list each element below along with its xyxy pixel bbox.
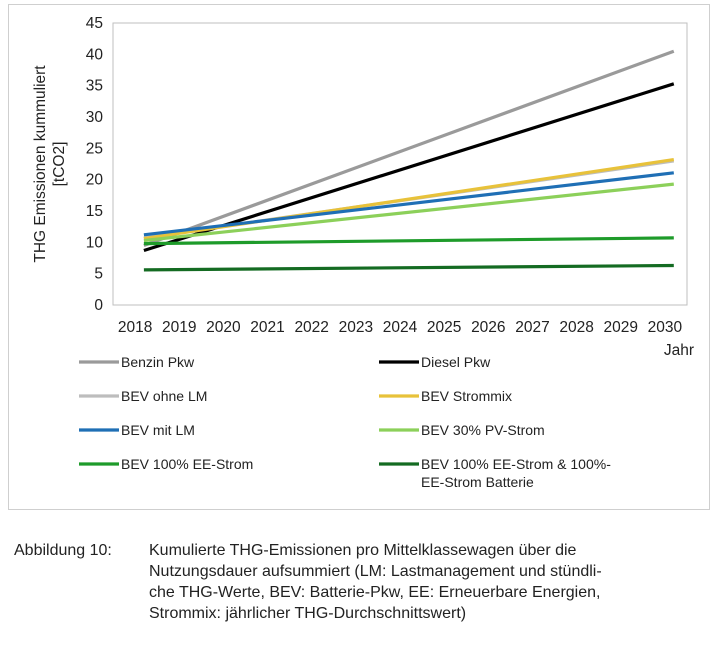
y-tick-label: 15 <box>86 203 103 220</box>
series-line <box>143 82 675 253</box>
legend: Benzin Pkw Diesel Pkw BEV ohne LM BEV Strom… <box>79 354 611 490</box>
caption-line: Nutzungsdauer aufsummiert (LM: Lastmanag… <box>149 563 602 580</box>
legend-entry: BEV 30% PV-Strom <box>421 422 545 438</box>
x-tick-label: 2019 <box>162 319 196 336</box>
series-line <box>143 49 675 248</box>
caption-line: che THG-Werte, BEV: Batterie-Pkw, EE: Er… <box>149 584 601 601</box>
y-tick-label: 5 <box>94 266 103 283</box>
x-tick-label: 2018 <box>118 319 152 336</box>
legend-entry: BEV Strommix <box>421 388 512 404</box>
x-tick-label: 2023 <box>339 319 373 336</box>
caption-label: Abbildung 10: <box>14 542 112 559</box>
x-axis-title: Jahr <box>664 342 694 359</box>
legend-entry: BEV ohne LM <box>121 388 207 404</box>
legend-entry-line: Diesel Pkw <box>421 354 491 370</box>
y-tick-label: 0 <box>94 297 103 314</box>
y-tick-label: 30 <box>86 109 104 126</box>
legend-entry-line: EE-Strom Batterie <box>421 474 534 490</box>
legend-entry-line: BEV ohne LM <box>121 388 207 404</box>
series-line <box>143 236 674 246</box>
y-tick-label: 45 <box>86 15 103 32</box>
y-axis-title-line: [tCO2] <box>51 142 68 187</box>
y-tick-label: 10 <box>86 234 104 251</box>
legend-entry-line: BEV Strommix <box>421 388 512 404</box>
series-line <box>143 171 674 237</box>
legend-entry-line: BEV 30% PV-Strom <box>421 422 545 438</box>
plot-area <box>112 22 688 306</box>
legend-entry: BEV 100% EE-Strom <box>121 456 253 472</box>
x-tick-label: 2027 <box>515 319 549 336</box>
legend-entry-line: Benzin Pkw <box>121 354 195 370</box>
legend-entry-line: BEV 100% EE-Strom <box>121 456 253 472</box>
x-tick-label: 2026 <box>471 319 505 336</box>
series-lines <box>143 49 675 272</box>
series-line <box>143 263 674 272</box>
x-tick-label: 2030 <box>648 319 683 336</box>
x-tick-label: 2029 <box>604 319 638 336</box>
x-tick-label: 2028 <box>559 319 593 336</box>
y-axis: 0 5 10 15 20 25 30 35 40 45 THG Emissionen kummuli… <box>32 15 103 314</box>
y-tick-label: 25 <box>86 140 103 157</box>
y-tick-label: 35 <box>86 78 103 95</box>
x-tick-label: 2024 <box>383 319 418 336</box>
caption-line: Kumulierte THG-Emissionen pro Mittelklas… <box>149 542 577 559</box>
x-tick-label: 2020 <box>206 319 241 336</box>
y-tick-label: 20 <box>86 172 104 189</box>
legend-entry: BEV mit LM <box>121 422 195 438</box>
x-axis: 2018 2019 2020 2021 2022 2023 2024 2025 2026 2027… <box>118 319 694 359</box>
y-tick-label: 40 <box>86 46 104 63</box>
y-axis-title-line: THG Emissionen kummuliert <box>32 65 49 263</box>
caption-line: Strommix: jährlicher THG-Durchschnittswe… <box>149 605 467 622</box>
legend-entry-line: BEV mit LM <box>121 422 195 438</box>
legend-entry: Diesel Pkw <box>421 354 491 370</box>
series-line <box>143 182 674 243</box>
legend-entry: Benzin Pkw <box>121 354 195 370</box>
plot-border <box>112 22 688 306</box>
x-tick-label: 2021 <box>250 319 284 336</box>
x-tick-label: 2025 <box>427 319 461 336</box>
legend-entry: BEV 100% EE-Strom & 100%- EE-Strom Batter… <box>421 456 611 490</box>
chart-frame: 0 5 10 15 20 25 30 35 40 45 THG Emissionen kummuli… <box>8 4 710 510</box>
legend-entry-line: BEV 100% EE-Strom & 100%- <box>421 456 611 472</box>
caption-text: Kumulierte THG-Emissionen pro Mittelklas… <box>149 540 709 624</box>
y-axis-title: THG Emissionen kummuliert [tCO2] <box>32 65 68 263</box>
x-tick-label: 2022 <box>294 319 328 336</box>
